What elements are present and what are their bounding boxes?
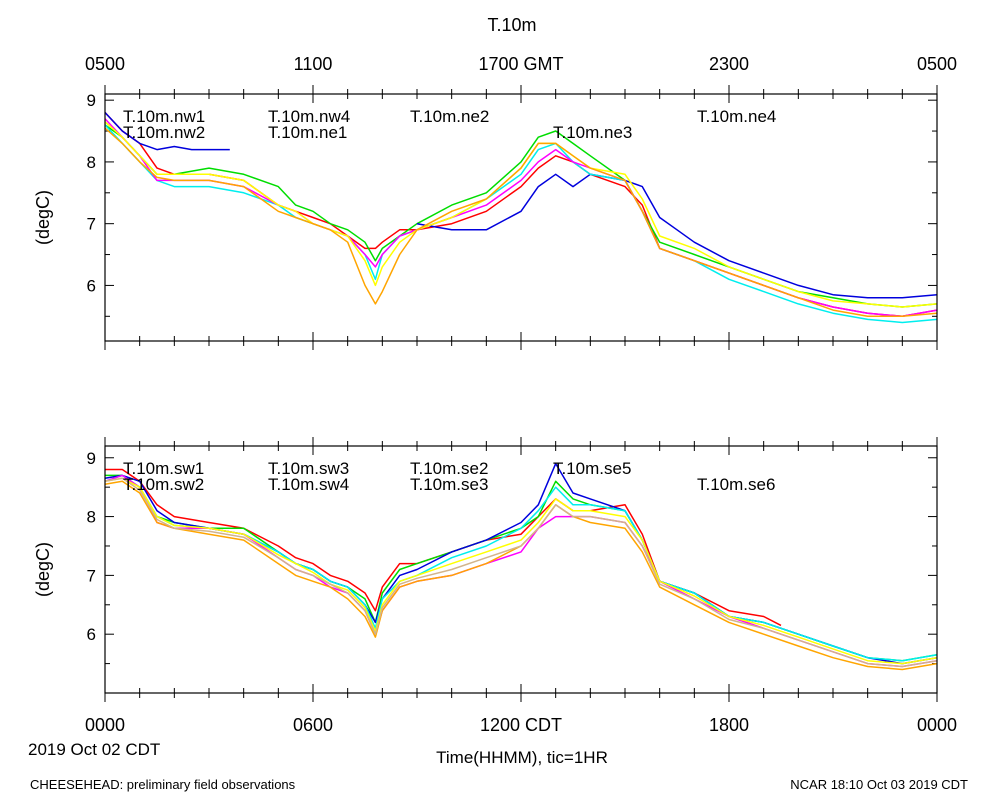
series-line-T-10m-nw4 bbox=[416, 173, 938, 299]
y-tick-label: 9 bbox=[87, 91, 96, 110]
top-axis-label: 1700 GMT bbox=[478, 54, 563, 74]
legend-entry: T.10m.se2 bbox=[410, 459, 488, 478]
y-tick-label: 7 bbox=[87, 566, 96, 585]
bottom-axis-label: 1800 bbox=[709, 715, 749, 735]
legend-entry: T.10m.nw2 bbox=[123, 123, 205, 142]
top-axis-label: 2300 bbox=[709, 54, 749, 74]
y-tick-label: 8 bbox=[87, 508, 96, 527]
chart-title: T.10m bbox=[487, 15, 536, 35]
series-line-T-10m-ne4 bbox=[104, 127, 938, 318]
series-line-T-10m-sw1 bbox=[105, 468, 782, 627]
y-tick-label: 8 bbox=[87, 153, 96, 172]
legend-entry: T.10m.ne4 bbox=[697, 107, 776, 126]
y-axis-label: (degC) bbox=[33, 190, 53, 245]
y-tick-label: 7 bbox=[87, 215, 96, 234]
y-axis-label: (degC) bbox=[33, 542, 53, 597]
legend-entry: T.10m.sw1 bbox=[123, 459, 204, 478]
bottom-axis-label: 0600 bbox=[293, 715, 333, 735]
legend-entry: T.10m.ne1 bbox=[268, 123, 347, 142]
series-line-T-10m-sw4 bbox=[104, 474, 938, 662]
x-axis-label: Time(HHMM), tic=1HR bbox=[436, 748, 608, 767]
series-line-T-10m-sw3 bbox=[104, 462, 938, 665]
series-line-T-10m-ne2 bbox=[104, 118, 938, 318]
bottom-axis-label: 0000 bbox=[917, 715, 957, 735]
legend-entry: T.10m.sw3 bbox=[268, 459, 349, 478]
legend-entry: T.10m.se3 bbox=[410, 475, 488, 494]
legend-entry: T.10m.sw4 bbox=[268, 475, 349, 494]
legend-entry: T.10m.ne2 bbox=[410, 107, 489, 126]
top-axis-label: 0500 bbox=[85, 54, 125, 74]
series-line-T-10m-sw2 bbox=[105, 474, 938, 662]
top-axis-label: 1100 bbox=[294, 54, 333, 74]
series-line-T-10m-ne1 bbox=[104, 124, 938, 324]
y-tick-label: 6 bbox=[87, 276, 96, 295]
footer-right: NCAR 18:10 Oct 03 2019 CDT bbox=[790, 777, 968, 792]
legend-entry: T.10m.ne3 bbox=[553, 123, 632, 142]
series-line-T-10m-nw2 bbox=[104, 124, 938, 308]
series-line-T-10m-se5 bbox=[104, 480, 938, 671]
series-line-T-10m-nw4 bbox=[104, 111, 230, 151]
bottom-axis-label: 1200 CDT bbox=[480, 715, 562, 735]
series-line-T-10m-se2 bbox=[104, 474, 938, 668]
bottom-axis-label: 0000 bbox=[85, 715, 125, 735]
plot-frame bbox=[104, 445, 938, 694]
legend-entry: T.10m.sw2 bbox=[123, 475, 204, 494]
top-axis-labels: 0500 1100 1700 GMT 2300 0500 bbox=[85, 54, 957, 74]
legend-entry: T.10m.se6 bbox=[697, 475, 775, 494]
series-line-T-10m-se3 bbox=[104, 477, 938, 665]
y-tick-label: 6 bbox=[87, 625, 96, 644]
top-axis-label: 0500 bbox=[917, 54, 957, 74]
series-line-T-10m-nw1 bbox=[104, 111, 938, 318]
legend-entry: T.10m.nw1 bbox=[123, 107, 205, 126]
plot-frame bbox=[104, 93, 938, 342]
legend-entry: T.10m.se5 bbox=[553, 459, 631, 478]
series-line-T-10m-se6 bbox=[104, 477, 938, 668]
series-line-T-10m-ne3 bbox=[104, 121, 938, 308]
footer-left: CHEESEHEAD: preliminary field observatio… bbox=[30, 777, 296, 792]
legend-entry: T.10m.nw4 bbox=[268, 107, 350, 126]
y-tick-label: 9 bbox=[87, 449, 96, 468]
date-label: 2019 Oct 02 CDT bbox=[28, 740, 160, 759]
bottom-axis-labels: 0000 0600 1200 CDT 1800 0000 bbox=[85, 715, 957, 735]
